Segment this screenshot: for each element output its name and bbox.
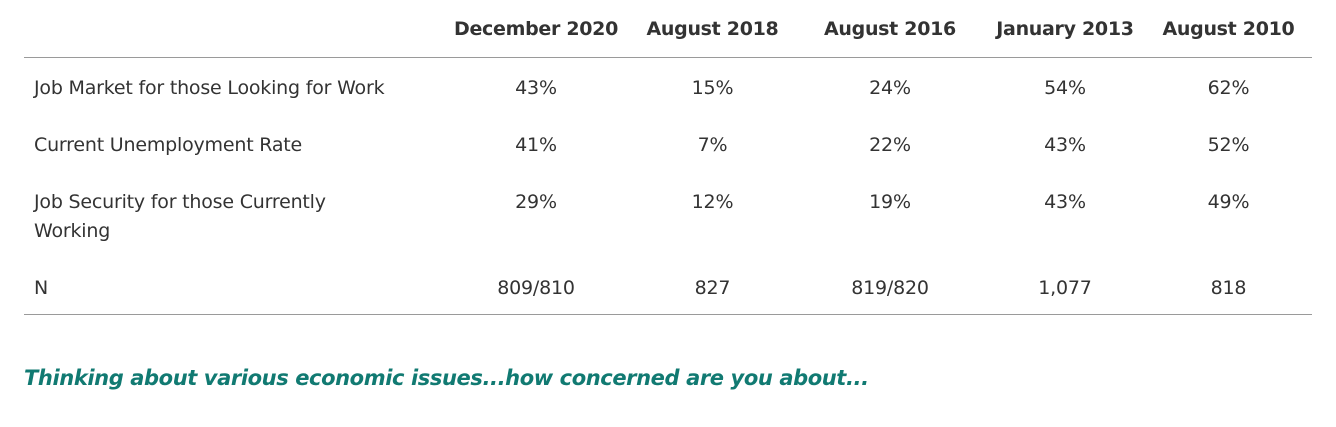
table-cell: 52% <box>1207 134 1250 156</box>
table-cell: 29% <box>515 191 557 213</box>
table-cell: 809/810 <box>442 258 630 315</box>
header-empty-cell <box>24 0 442 58</box>
column-header: August 2010 <box>1145 0 1312 58</box>
table-cell: 12% <box>691 191 734 213</box>
table-cell: 43% <box>1044 191 1086 213</box>
table-cell: 1,077 <box>985 258 1145 315</box>
survey-table-container: December 2020 August 2018 August 2016 Ja… <box>24 0 1312 315</box>
table-cell: 41% <box>515 134 557 156</box>
column-header: August 2018 <box>630 0 795 58</box>
table-cell: 7% <box>697 134 728 156</box>
row-label: N <box>24 258 442 315</box>
table-cell: 43% <box>515 77 557 99</box>
table-cell: 43% <box>1044 134 1086 156</box>
table-cell: 54% <box>1044 77 1086 99</box>
table-row: Job Market for those Looking for Work 43… <box>24 58 1312 116</box>
table-cell: 22% <box>869 134 911 156</box>
table-cell: 19% <box>869 191 911 213</box>
column-header: January 2013 <box>985 0 1145 58</box>
question-caption: Thinking about various economic issues..… <box>24 366 869 390</box>
table-row: Job Security for those Currently Working… <box>24 172 1312 258</box>
table-cell: 818 <box>1145 258 1312 315</box>
column-header: December 2020 <box>442 0 630 58</box>
table-cell: 15% <box>691 77 734 99</box>
header-row: December 2020 August 2018 August 2016 Ja… <box>24 0 1312 58</box>
row-label: Job Market for those Looking for Work <box>34 77 385 99</box>
table-cell: 827 <box>630 258 795 315</box>
survey-table: December 2020 August 2018 August 2016 Ja… <box>24 0 1312 315</box>
row-label: Job Security for those Currently Working <box>34 191 326 242</box>
table-cell: 24% <box>869 77 911 99</box>
row-label: Current Unemployment Rate <box>34 134 303 156</box>
table-cell: 819/820 <box>795 258 985 315</box>
table-row: Current Unemployment Rate 41% 7% 22% 43%… <box>24 115 1312 172</box>
table-cell: 49% <box>1207 191 1250 213</box>
column-header: August 2016 <box>795 0 985 58</box>
table-cell: 62% <box>1207 77 1250 99</box>
table-row-n: N 809/810 827 819/820 1,077 818 <box>24 258 1312 315</box>
